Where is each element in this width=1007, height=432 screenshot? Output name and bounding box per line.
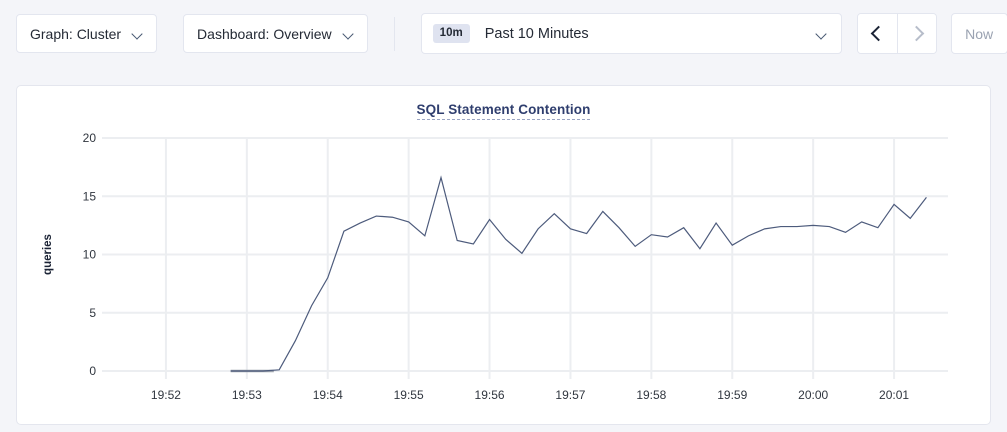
x-tick-label: 19:58: [636, 388, 666, 402]
dashboard-select-label: Dashboard: Overview: [197, 25, 332, 42]
y-tick-label: 0: [89, 364, 96, 378]
line-chart-svg: 0 5 10 15 20 19:52 19:53 19:54 19:55 19:56 19:57 19…: [42, 131, 948, 402]
chart-plot-area[interactable]: 0 5 10 15 20 19:52 19:53 19:54 19:55 19:56 19:57 19…: [17, 86, 992, 426]
time-range-label: Past 10 Minutes: [484, 25, 589, 42]
y-tick-label: 15: [83, 189, 97, 203]
x-tick-label: 19:52: [151, 388, 181, 402]
time-range-picker[interactable]: 10m Past 10 Minutes: [420, 13, 842, 54]
prev-time-button[interactable]: [857, 14, 897, 53]
chevron-down-icon: [344, 29, 354, 39]
graph-select-label: Graph: Cluster: [30, 25, 122, 42]
toolbar: Graph: Cluster Dashboard: Overview 10m P…: [0, 0, 1007, 67]
toolbar-divider: [393, 16, 395, 51]
y-tick-label: 10: [83, 248, 97, 262]
x-tick-label: 19:57: [555, 388, 585, 402]
x-tick-label: 20:00: [798, 388, 828, 402]
chart-title: SQL Statement Contention: [17, 102, 990, 120]
time-nav-group: [856, 13, 937, 54]
x-tick-label: 19:54: [313, 388, 343, 402]
chart-card: SQL Statement Contention 0 5 10 15 20 19:52 19…: [16, 85, 991, 425]
time-range-badge: 10m: [432, 23, 470, 44]
now-button[interactable]: Now: [950, 13, 1007, 54]
graph-select[interactable]: Graph: Cluster: [16, 14, 158, 53]
data-series-line: [230, 175, 927, 372]
x-tick-label: 20:01: [879, 388, 909, 402]
x-tick-label: 19:56: [475, 388, 505, 402]
chevron-left-icon: [872, 28, 883, 39]
x-tick-label: 19:59: [717, 388, 747, 402]
y-axis-label: queries: [42, 234, 54, 275]
next-time-button[interactable]: [896, 14, 936, 53]
chart-title-text[interactable]: SQL Statement Contention: [416, 102, 591, 120]
x-tick-label: 19:55: [394, 388, 424, 402]
chevron-down-icon: [133, 29, 143, 39]
chevron-down-icon: [817, 29, 827, 39]
y-tick-label: 20: [83, 131, 97, 145]
chevron-right-icon: [911, 28, 922, 39]
dashboard-select[interactable]: Dashboard: Overview: [183, 14, 368, 53]
y-tick-label: 5: [89, 306, 96, 320]
x-tick-label: 19:53: [232, 388, 262, 402]
